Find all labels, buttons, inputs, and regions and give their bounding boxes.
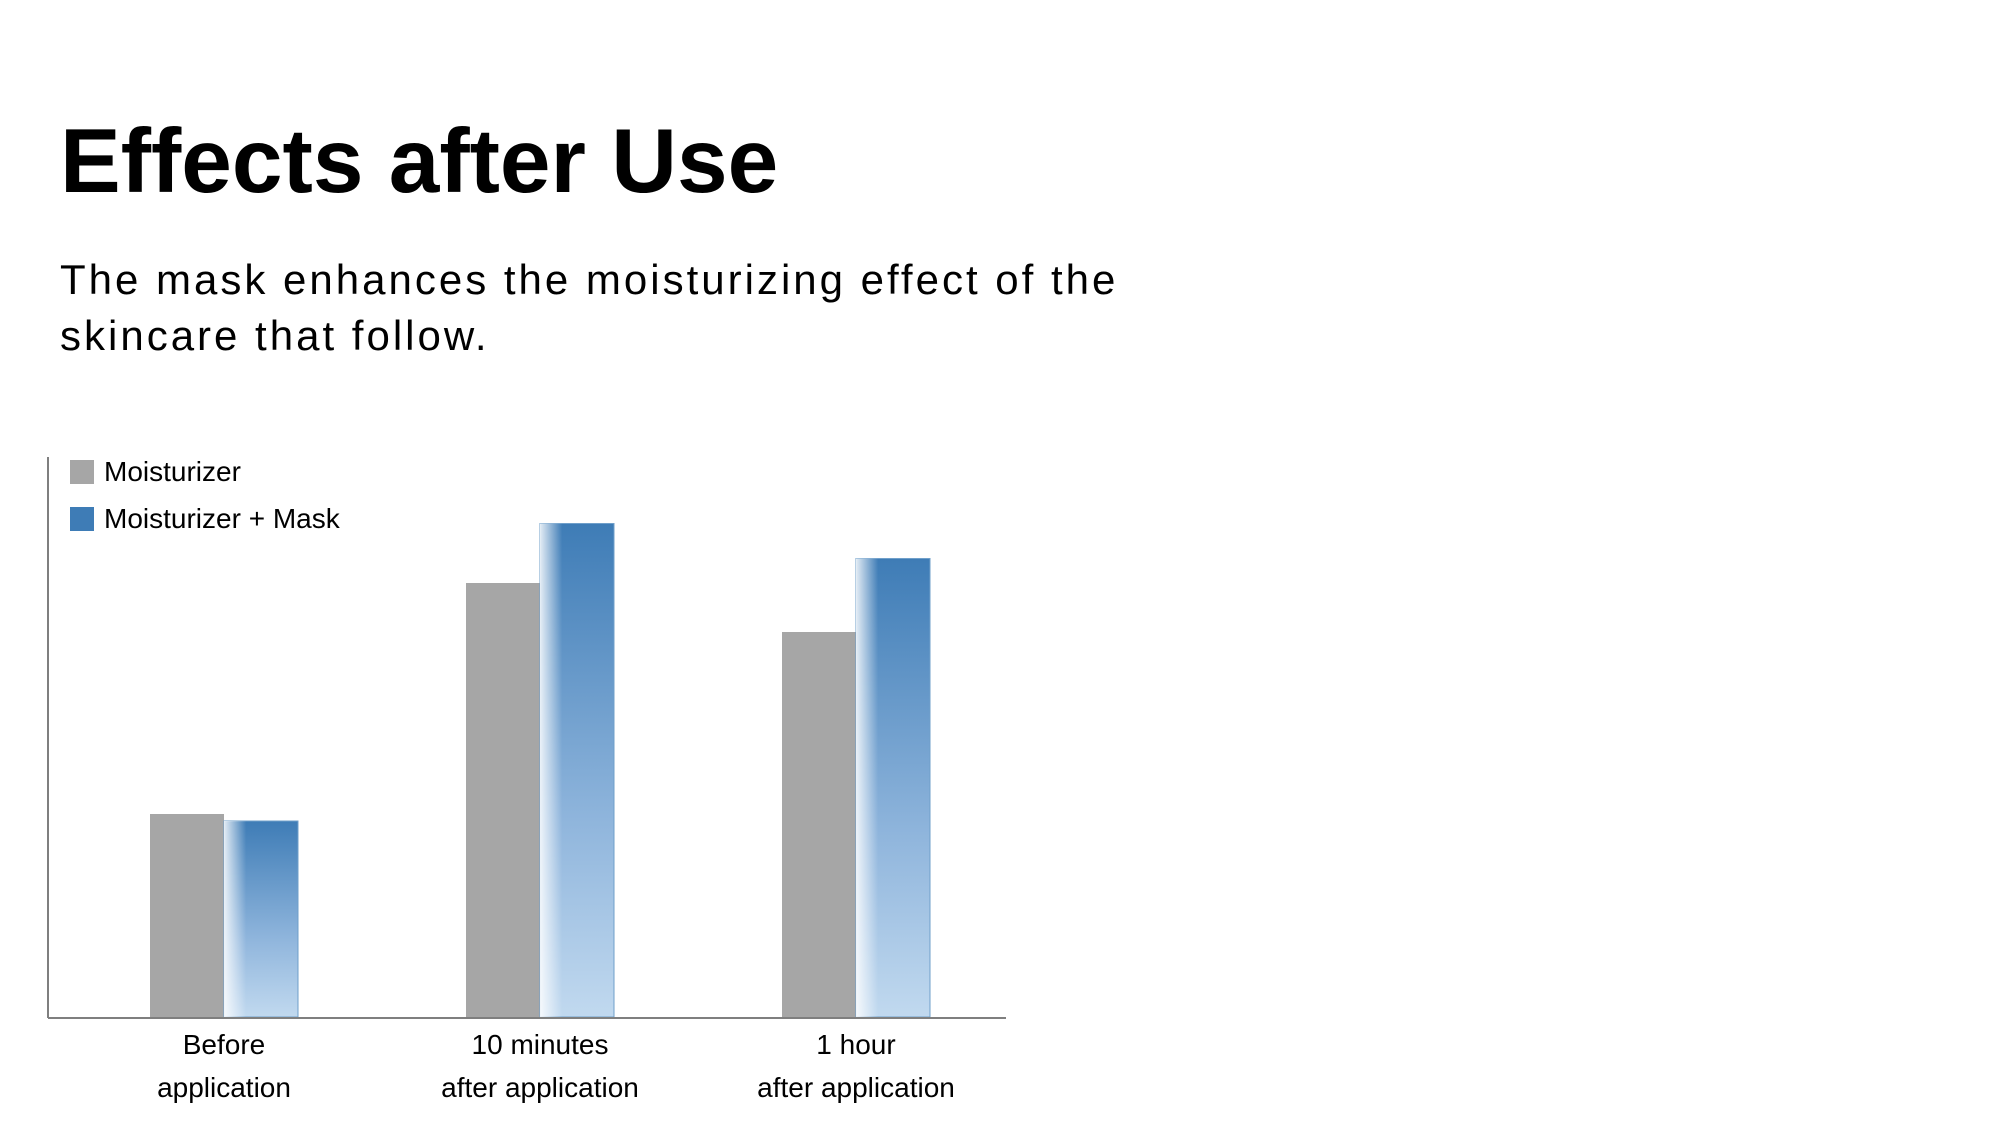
legend-swatch-moisturizer-mask bbox=[70, 507, 94, 531]
bar-chart: Moisturizer Moisturizer + Mask Before app… bbox=[47, 456, 1006, 1103]
x-tick-label-line: after application bbox=[757, 1072, 955, 1103]
x-tick-label: 1 hour after application bbox=[757, 1029, 955, 1103]
x-tick-label-line: 10 minutes bbox=[472, 1029, 609, 1060]
legend-label-moisturizer: Moisturizer bbox=[104, 456, 241, 487]
x-axis-labels: Before application 10 minutes after applica… bbox=[157, 1029, 955, 1103]
bar-moisturizer-mask-highlight bbox=[540, 523, 614, 1017]
x-tick-label-line: 1 hour bbox=[816, 1029, 895, 1060]
bar-moisturizer-mask-highlight bbox=[224, 821, 298, 1017]
legend: Moisturizer Moisturizer + Mask bbox=[70, 456, 341, 534]
bar-moisturizer-mask bbox=[539, 523, 615, 1018]
bar-moisturizer-mask bbox=[855, 558, 931, 1018]
bar-moisturizer bbox=[150, 814, 224, 1017]
x-tick-label: 10 minutes after application bbox=[441, 1029, 639, 1103]
bar-moisturizer bbox=[782, 632, 856, 1017]
page-subtitle: The mask enhances the moisturizing effec… bbox=[60, 256, 1119, 359]
page-title: Effects after Use bbox=[60, 111, 779, 212]
bar-moisturizer bbox=[466, 583, 540, 1017]
bar-moisturizer-mask-highlight bbox=[856, 558, 930, 1017]
legend-swatch-moisturizer bbox=[70, 460, 94, 484]
x-tick-label: Before application bbox=[157, 1029, 291, 1103]
x-tick-label-line: application bbox=[157, 1072, 291, 1103]
bar-moisturizer-mask bbox=[223, 820, 299, 1018]
x-tick-label-line: after application bbox=[441, 1072, 639, 1103]
x-tick-label-line: Before bbox=[183, 1029, 266, 1060]
bars-group bbox=[150, 523, 931, 1018]
legend-label-moisturizer-mask: Moisturizer + Mask bbox=[104, 503, 341, 534]
